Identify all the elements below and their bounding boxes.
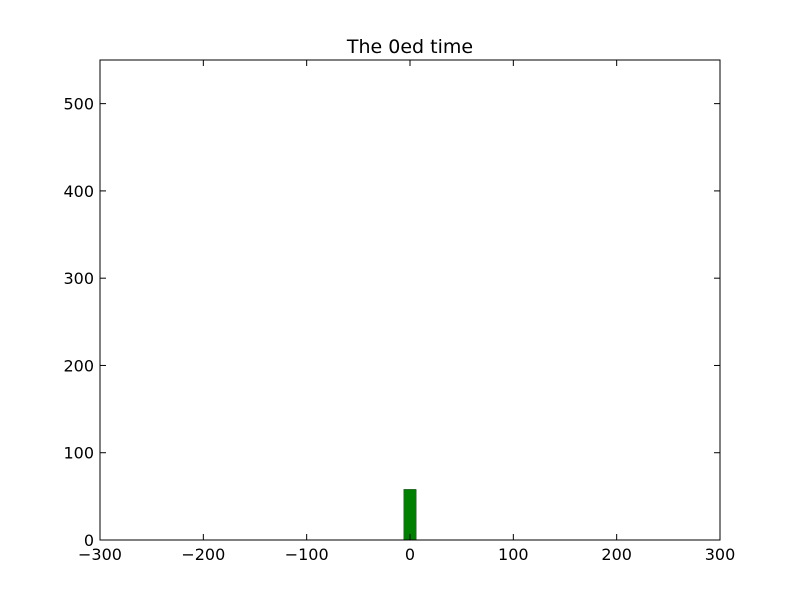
x-tick-label: −300 (78, 545, 122, 564)
ticks-layer (99, 60, 721, 541)
y-tick-label: 400 (63, 182, 94, 201)
histogram-bar-0 (403, 489, 417, 541)
x-tick-label: 300 (705, 545, 736, 564)
bars-layer (403, 489, 417, 541)
y-tick-label: 100 (63, 444, 94, 463)
chart-title: The 0ed time (346, 36, 473, 58)
y-tick-label: 0 (84, 531, 94, 550)
y-tick-label: 500 (63, 95, 94, 114)
tick-labels-layer: −300 −200 −100 0 100 200 300 0 100 200 300 400 500 (63, 95, 735, 564)
plot-frame (99, 59, 721, 541)
y-tick-label: 300 (63, 269, 94, 288)
x-tick-label: 200 (601, 545, 632, 564)
y-tick-label: 200 (63, 356, 94, 375)
x-tick-label: 100 (498, 545, 529, 564)
x-tick-label: 0 (405, 545, 415, 564)
x-tick-label: −100 (285, 545, 329, 564)
x-tick-label: −200 (181, 545, 225, 564)
